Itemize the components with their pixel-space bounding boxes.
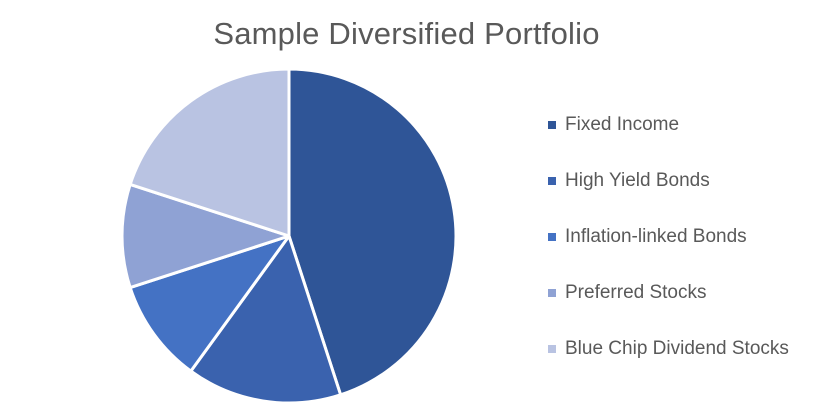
legend-swatch bbox=[548, 289, 556, 297]
legend-item: Preferred Stocks bbox=[548, 280, 789, 336]
legend-item: Blue Chip Dividend Stocks bbox=[548, 336, 789, 392]
legend-label: High Yield Bonds bbox=[565, 170, 710, 191]
chart-legend: Fixed Income High Yield Bonds Inflation-li… bbox=[548, 112, 789, 392]
pie-slice-preferred-stocks bbox=[120, 182, 291, 290]
legend-swatch bbox=[548, 233, 556, 241]
pie-slice-high-yield-bonds bbox=[189, 234, 343, 405]
legend-item: Inflation-linked Bonds bbox=[548, 224, 789, 280]
legend-swatch bbox=[548, 121, 556, 129]
legend-item: High Yield Bonds bbox=[548, 168, 789, 224]
legend-label: Preferred Stocks bbox=[565, 282, 707, 303]
chart-title: Sample Diversified Portfolio bbox=[213, 16, 600, 51]
legend-label: Inflation-linked Bonds bbox=[565, 226, 747, 247]
legend-swatch bbox=[548, 177, 556, 185]
pie-slice-blue-chip-dividend-stocks bbox=[128, 67, 291, 238]
legend-label: Fixed Income bbox=[565, 114, 680, 135]
pie-slice-fixed-income bbox=[287, 67, 458, 397]
pie-slice-inflation-linked-bonds bbox=[128, 234, 291, 373]
legend-swatch bbox=[548, 345, 556, 353]
legend-label: Blue Chip Dividend Stocks bbox=[565, 338, 789, 359]
legend-item: Fixed Income bbox=[548, 112, 789, 168]
